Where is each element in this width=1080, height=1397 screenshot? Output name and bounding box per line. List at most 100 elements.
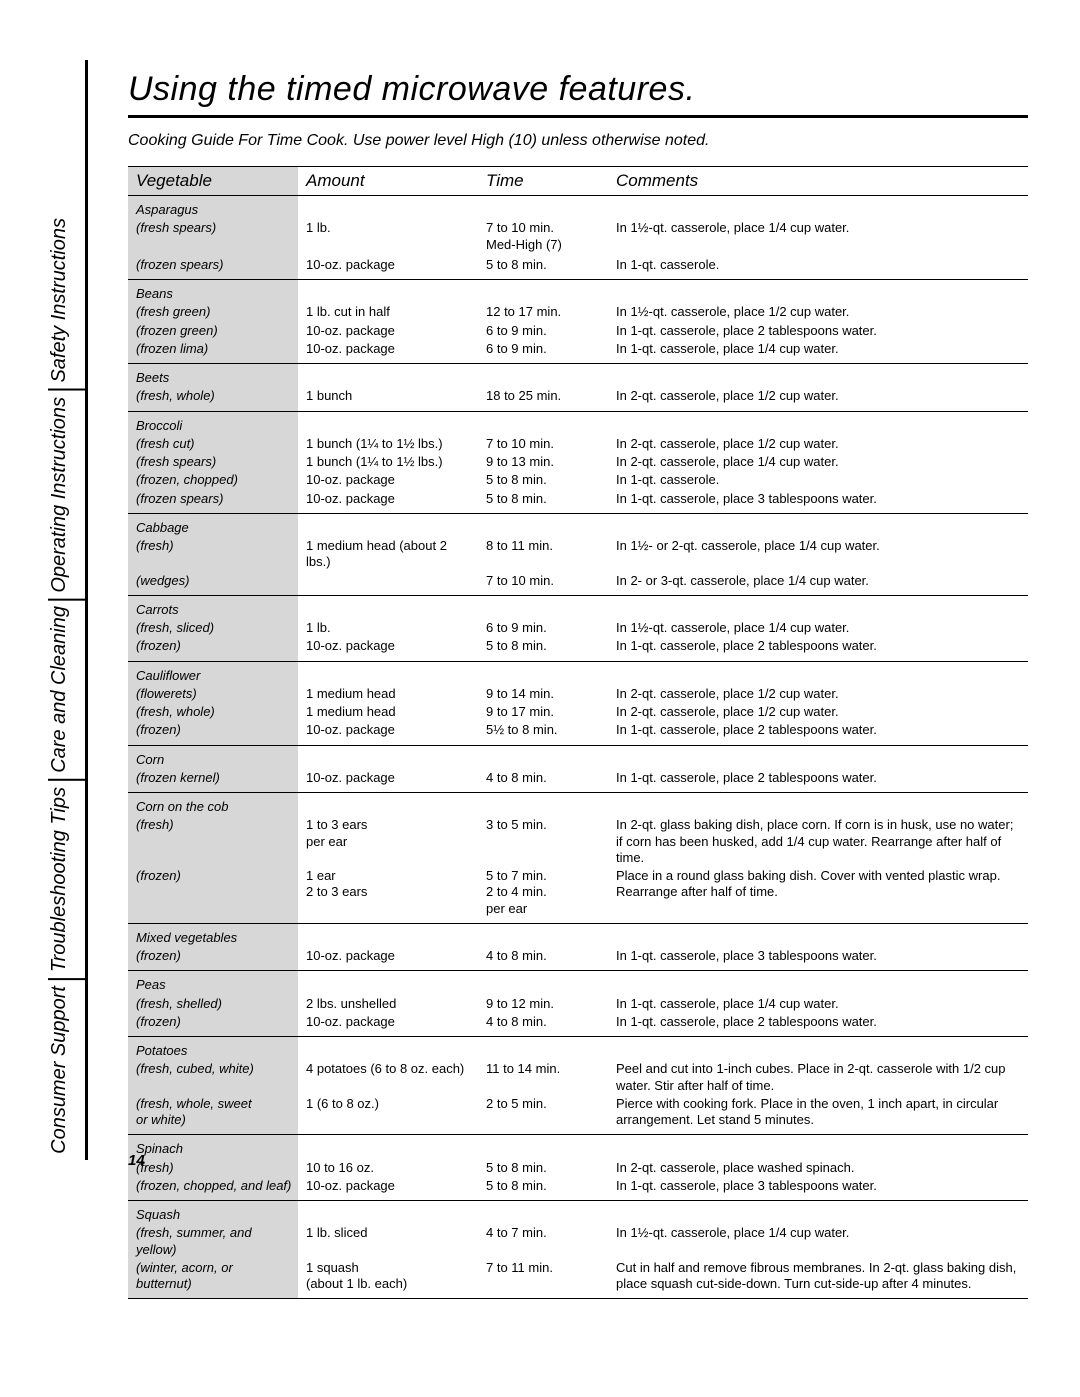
cell-vegetable: (frozen, chopped, and leaf)	[128, 1177, 298, 1201]
cell-comments: In 1-qt. casserole, place 3 tablespoons …	[608, 947, 1028, 971]
cell-time	[478, 971, 608, 995]
cell-time: 5 to 8 min.	[478, 1159, 608, 1177]
cell-comments	[608, 661, 1028, 685]
cell-vegetable: (fresh)	[128, 1159, 298, 1177]
table-row: (fresh)1 medium head (about 2 lbs.)8 to …	[128, 537, 1028, 572]
cell-time	[478, 1135, 608, 1159]
cell-amount: 10-oz. package	[298, 769, 478, 793]
cell-vegetable: Corn on the cob	[128, 793, 298, 817]
cell-time	[478, 1201, 608, 1225]
table-row: (fresh, summer, and yellow)1 lb. sliced4…	[128, 1224, 1028, 1259]
cell-amount	[298, 364, 478, 388]
main-content: Using the timed microwave features. Cook…	[128, 70, 1028, 1299]
table-row: (flowerets)1 medium head9 to 14 min.In 2…	[128, 685, 1028, 703]
cell-amount	[298, 595, 478, 619]
cell-time	[478, 364, 608, 388]
cell-comments: In 1-qt. casserole, place 2 tablespoons …	[608, 721, 1028, 745]
table-row: Cabbage	[128, 513, 1028, 537]
cell-amount	[298, 923, 478, 947]
cell-vegetable: (fresh spears)	[128, 453, 298, 471]
cell-comments: In 1½- or 2-qt. casserole, place 1/4 cup…	[608, 537, 1028, 572]
cell-amount: 1 lb. cut in half	[298, 303, 478, 321]
cell-vegetable: (flowerets)	[128, 685, 298, 703]
cell-time	[478, 793, 608, 817]
cell-vegetable: (frozen)	[128, 867, 298, 923]
cell-time: 9 to 17 min.	[478, 703, 608, 721]
table-row: Squash	[128, 1201, 1028, 1225]
cell-amount: 1 lb.	[298, 619, 478, 637]
cell-vegetable: (frozen spears)	[128, 256, 298, 280]
cell-time: 5 to 7 min.2 to 4 min.per ear	[478, 867, 608, 923]
page-number: 14	[128, 1152, 145, 1169]
table-row: (fresh)10 to 16 oz.5 to 8 min.In 2-qt. c…	[128, 1159, 1028, 1177]
table-row: (frozen)10-oz. package4 to 8 min.In 1-qt…	[128, 947, 1028, 971]
sidebar-item-support[interactable]: Consumer Support	[48, 980, 85, 1160]
cell-amount	[298, 971, 478, 995]
cell-amount	[298, 1135, 478, 1159]
table-row: Peas	[128, 971, 1028, 995]
cell-vegetable: Spinach	[128, 1135, 298, 1159]
cell-vegetable: (fresh, sliced)	[128, 619, 298, 637]
cell-vegetable: Carrots	[128, 595, 298, 619]
cell-comments: In 2-qt. casserole, place 1/2 cup water.	[608, 387, 1028, 411]
cell-time: 11 to 14 min.	[478, 1060, 608, 1095]
table-row: Corn	[128, 745, 1028, 769]
cell-amount	[298, 1201, 478, 1225]
cell-comments	[608, 196, 1028, 220]
cell-comments	[608, 513, 1028, 537]
col-header-time: Time	[478, 167, 608, 196]
cell-amount: 1 (6 to 8 oz.)	[298, 1095, 478, 1135]
cell-amount	[298, 793, 478, 817]
sidebar-item-troubleshooting[interactable]: Troubleshooting Tips	[48, 781, 85, 980]
cell-comments	[608, 1201, 1028, 1225]
cell-time: 5½ to 8 min.	[478, 721, 608, 745]
cell-time: 6 to 9 min.	[478, 322, 608, 340]
table-row: Broccoli	[128, 411, 1028, 435]
table-row: (frozen)10-oz. package5½ to 8 min.In 1-q…	[128, 721, 1028, 745]
cell-time	[478, 595, 608, 619]
page-subtitle: Cooking Guide For Time Cook. Use power l…	[128, 132, 1028, 150]
cell-time: 18 to 25 min.	[478, 387, 608, 411]
cell-time: 2 to 5 min.	[478, 1095, 608, 1135]
cell-time: 4 to 7 min.	[478, 1224, 608, 1259]
table-row: (frozen spears)10-oz. package5 to 8 min.…	[128, 490, 1028, 514]
cell-comments	[608, 793, 1028, 817]
table-row: (frozen lima)10-oz. package6 to 9 min.In…	[128, 340, 1028, 364]
cell-amount	[298, 745, 478, 769]
cell-time	[478, 661, 608, 685]
cell-time	[478, 196, 608, 220]
cell-comments: In 1-qt. casserole, place 1/4 cup water.	[608, 995, 1028, 1013]
cell-vegetable: (frozen)	[128, 637, 298, 661]
table-row: (frozen kernel)10-oz. package4 to 8 min.…	[128, 769, 1028, 793]
table-row: Corn on the cob	[128, 793, 1028, 817]
cell-vegetable: Mixed vegetables	[128, 923, 298, 947]
cell-time	[478, 411, 608, 435]
cell-vegetable: Potatoes	[128, 1037, 298, 1061]
cell-amount: 1 ear2 to 3 ears	[298, 867, 478, 923]
cell-amount: 1 bunch (1¼ to 1½ lbs.)	[298, 435, 478, 453]
cell-vegetable: (frozen lima)	[128, 340, 298, 364]
table-row: (fresh, whole)1 medium head9 to 17 min.I…	[128, 703, 1028, 721]
cell-vegetable: (fresh, whole, sweetor white)	[128, 1095, 298, 1135]
cell-comments: Cut in half and remove fibrous membranes…	[608, 1259, 1028, 1299]
cell-time	[478, 1037, 608, 1061]
cell-comments: In 2-qt. casserole, place 1/2 cup water.	[608, 685, 1028, 703]
sidebar-item-safety[interactable]: Safety Instructions	[48, 212, 85, 391]
table-row: (frozen, chopped, and leaf)10-oz. packag…	[128, 1177, 1028, 1201]
cell-amount: 10 to 16 oz.	[298, 1159, 478, 1177]
table-row: Beets	[128, 364, 1028, 388]
cell-comments: In 1-qt. casserole, place 2 tablespoons …	[608, 769, 1028, 793]
cell-comments	[608, 280, 1028, 304]
cell-amount: 10-oz. package	[298, 340, 478, 364]
cell-comments: In 1-qt. casserole.	[608, 471, 1028, 489]
table-row: (fresh cut)1 bunch (1¼ to 1½ lbs.)7 to 1…	[128, 435, 1028, 453]
cell-comments: In 1½-qt. casserole, place 1/4 cup water…	[608, 1224, 1028, 1259]
cell-comments: In 2-qt. glass baking dish, place corn. …	[608, 816, 1028, 867]
cell-comments	[608, 411, 1028, 435]
cell-amount: 1 squash(about 1 lb. each)	[298, 1259, 478, 1299]
sidebar-item-care[interactable]: Care and Cleaning	[48, 600, 85, 781]
table-row: (fresh, cubed, white)4 potatoes (6 to 8 …	[128, 1060, 1028, 1095]
cell-comments: In 1½-qt. casserole, place 1/4 cup water…	[608, 619, 1028, 637]
sidebar-item-operating[interactable]: Operating Instructions	[48, 391, 85, 601]
cell-amount: 1 medium head	[298, 685, 478, 703]
